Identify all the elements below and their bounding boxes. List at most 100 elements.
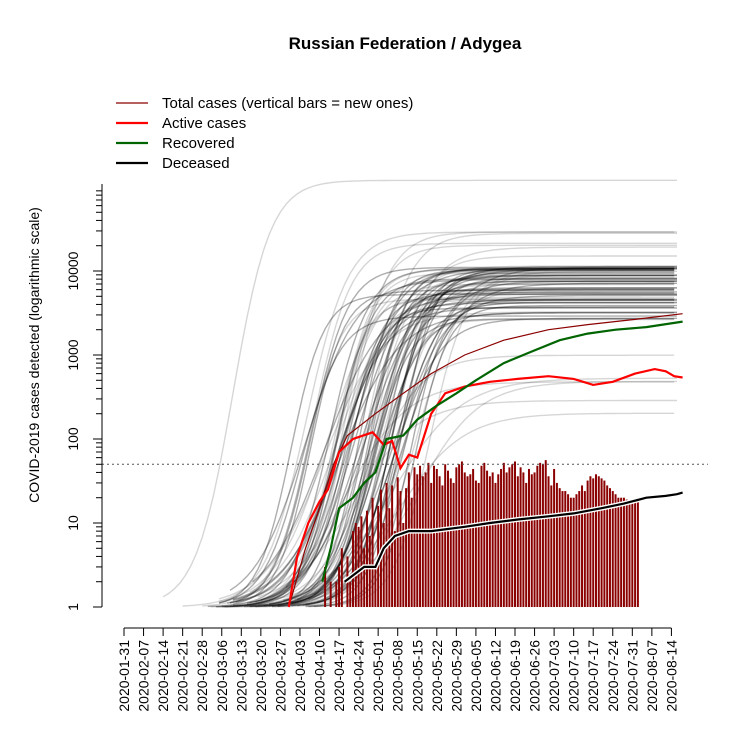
- new-cases-bar: [474, 480, 477, 607]
- comparison-line: [260, 302, 675, 601]
- comparison-line: [255, 354, 675, 604]
- new-cases-bar: [419, 465, 422, 607]
- comparison-line: [238, 381, 675, 602]
- comparison-line: [182, 231, 675, 607]
- x-tick-label: 2020-05-08: [390, 640, 406, 712]
- comparison-line: [202, 242, 677, 607]
- new-cases-bar: [352, 531, 355, 607]
- comparison-line: [230, 244, 677, 607]
- comparison-line: [207, 267, 677, 608]
- new-cases-bar: [606, 485, 609, 607]
- x-tick-label: 2020-03-20: [253, 640, 269, 712]
- y-tick-label: 10: [65, 515, 81, 531]
- comparison-line: [263, 280, 677, 607]
- comparison-line: [235, 299, 677, 607]
- comparison-line: [230, 231, 677, 607]
- comparison-line: [232, 268, 675, 607]
- comparison-line: [232, 268, 675, 601]
- x-tick-label: 2020-08-14: [663, 640, 679, 712]
- x-tick-label: 2020-06-26: [527, 640, 543, 712]
- new-cases-bar: [483, 462, 486, 607]
- x-tick-label: 2020-03-13: [233, 640, 249, 712]
- new-cases-bar: [407, 472, 410, 607]
- comparison-line: [277, 269, 675, 606]
- x-tick-label: 2020-06-05: [468, 640, 484, 712]
- new-cases-bar: [452, 482, 455, 607]
- new-cases-bar: [622, 497, 625, 607]
- comparison-line: [252, 301, 677, 607]
- new-cases-bar: [497, 474, 500, 607]
- x-tick-label: 2020-04-17: [331, 640, 347, 712]
- comparison-line: [283, 266, 675, 601]
- comparison-line: [221, 292, 675, 608]
- new-cases-bar: [458, 464, 461, 607]
- new-cases-bar: [505, 472, 508, 607]
- legend-label: Deceased: [162, 155, 230, 172]
- new-cases-bar: [486, 470, 489, 607]
- new-cases-bar: [349, 581, 352, 607]
- new-cases-bar: [611, 491, 614, 607]
- comparison-line: [255, 288, 675, 603]
- comparison-line: [224, 307, 677, 608]
- comparison-line: [218, 311, 677, 600]
- comparison-line: [246, 287, 677, 604]
- comparison-line: [249, 318, 675, 608]
- new-cases-bar: [572, 497, 575, 607]
- new-cases-bar: [533, 472, 536, 607]
- new-cases-bar: [586, 480, 589, 607]
- x-tick-label: 2020-05-01: [370, 640, 386, 712]
- new-cases-bar: [608, 488, 611, 607]
- comparison-line: [269, 291, 677, 605]
- new-cases-bar: [477, 482, 480, 607]
- comparison-line: [162, 179, 677, 598]
- comparison-line: [313, 265, 677, 596]
- new-cases-bar: [544, 460, 547, 607]
- new-cases-bar: [360, 516, 363, 607]
- new-cases-bar: [589, 476, 592, 607]
- series-line-3: [343, 491, 683, 583]
- comparison-line: [252, 293, 677, 583]
- comparison-line: [232, 312, 675, 600]
- new-cases-bar: [558, 488, 561, 607]
- new-cases-bar: [516, 476, 519, 607]
- comparison-line: [288, 283, 675, 605]
- new-cases-bar: [388, 508, 391, 607]
- new-cases-bar: [597, 476, 600, 607]
- x-tick-label: 2020-04-03: [292, 640, 308, 712]
- new-cases-bar: [435, 468, 438, 607]
- new-cases-bar: [603, 480, 606, 607]
- comparison-line: [277, 318, 675, 607]
- new-cases-bar: [595, 474, 597, 607]
- comparison-line: [288, 267, 675, 605]
- comparison-line: [249, 298, 675, 607]
- new-cases-bar: [396, 477, 399, 607]
- comparison-line: [249, 274, 675, 604]
- new-cases-bar: [433, 465, 436, 607]
- new-cases-bar: [555, 482, 558, 607]
- new-cases-bar: [427, 462, 430, 607]
- comparison-line: [269, 246, 677, 605]
- new-cases-bar: [340, 548, 343, 607]
- new-cases-bar: [371, 497, 374, 607]
- comparison-line: [218, 293, 677, 604]
- new-cases-bar: [444, 464, 447, 607]
- new-cases-bar: [631, 501, 634, 607]
- new-cases-bar: [402, 523, 405, 607]
- x-tick-label: 2020-06-12: [487, 640, 503, 712]
- comparison-line: [285, 294, 677, 605]
- new-cases-bar: [446, 470, 449, 607]
- new-cases-bar: [363, 548, 366, 607]
- comparison-line: [229, 266, 677, 604]
- new-cases-bar: [488, 476, 491, 607]
- comparison-line: [221, 283, 675, 607]
- comparison-line: [294, 276, 675, 604]
- comparison-line: [244, 288, 675, 608]
- series-line-1: [287, 367, 683, 608]
- new-cases-bar: [508, 467, 511, 607]
- new-cases-bar: [480, 465, 483, 607]
- y-tick-label: 1: [65, 603, 81, 611]
- comparison-line: [277, 282, 675, 607]
- y-tick-label: 10000: [65, 251, 81, 290]
- x-tick-label: 2020-02-28: [194, 640, 210, 712]
- new-cases-bar: [405, 488, 408, 607]
